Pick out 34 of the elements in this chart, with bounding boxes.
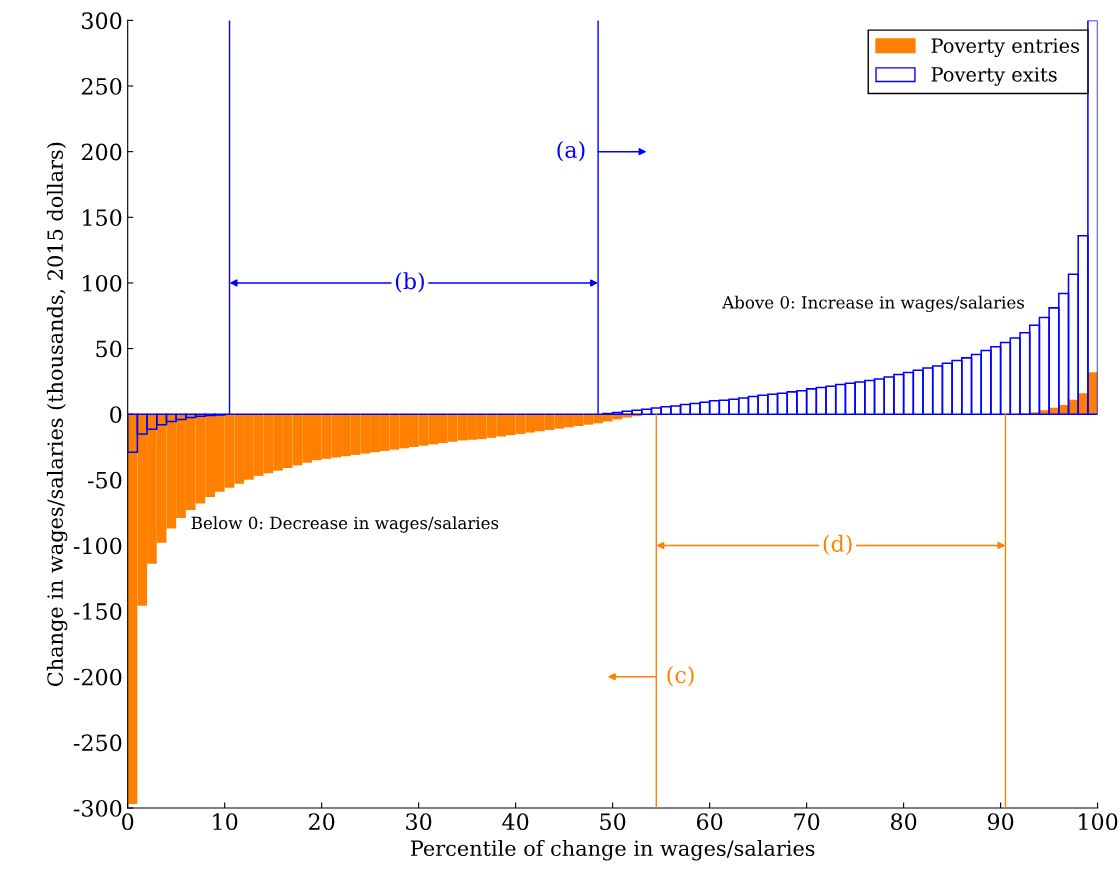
legend-label: Poverty exits bbox=[931, 67, 1057, 86]
x-tick-label: 40 bbox=[502, 813, 529, 831]
x-tick-label: 100 bbox=[1079, 813, 1118, 831]
y-tick-label: -250 bbox=[73, 734, 122, 752]
y-tick-label: -150 bbox=[73, 603, 122, 620]
x-tick-label: 80 bbox=[890, 813, 917, 831]
y-axis-title: Change in wages/salaries (thousands, 2015 dollars) bbox=[46, 142, 68, 687]
x-tick-label: 60 bbox=[696, 813, 723, 831]
x-axis-title: Percentile of change in wages/salaries bbox=[410, 839, 815, 861]
y-tick-label: 0 bbox=[110, 406, 122, 423]
x-tick-label: 30 bbox=[406, 813, 432, 831]
x-tick-label: 10 bbox=[213, 813, 238, 831]
x-tick-label: 70 bbox=[794, 813, 820, 831]
x-tick-label: 0 bbox=[122, 813, 134, 831]
annotation: (d) bbox=[823, 534, 852, 556]
annotation: (b) bbox=[395, 272, 424, 293]
y-tick-label: 100 bbox=[83, 274, 122, 292]
annotation: (c) bbox=[667, 666, 694, 687]
x-tick-label: 50 bbox=[600, 813, 626, 831]
annotation: Below 0: Decrease in wages/salaries bbox=[191, 516, 499, 533]
annotation: (a) bbox=[557, 140, 585, 162]
legend-label: Poverty entries bbox=[931, 38, 1080, 57]
y-tick-label: 200 bbox=[81, 143, 122, 161]
y-tick-label: -200 bbox=[73, 668, 122, 686]
y-tick-label: -300 bbox=[73, 799, 122, 817]
y-tick-label: 50 bbox=[96, 340, 122, 358]
x-tick-label: 20 bbox=[309, 813, 335, 831]
y-tick-label: -50 bbox=[88, 471, 122, 489]
y-tick-label: 250 bbox=[81, 77, 122, 95]
x-tick-label: 90 bbox=[987, 813, 1014, 831]
annotation: Above 0: Increase in wages/salaries bbox=[722, 295, 1024, 313]
y-tick-label: -100 bbox=[73, 537, 122, 555]
y-tick-label: 150 bbox=[83, 209, 122, 227]
y-tick-label: 300 bbox=[82, 12, 122, 30]
